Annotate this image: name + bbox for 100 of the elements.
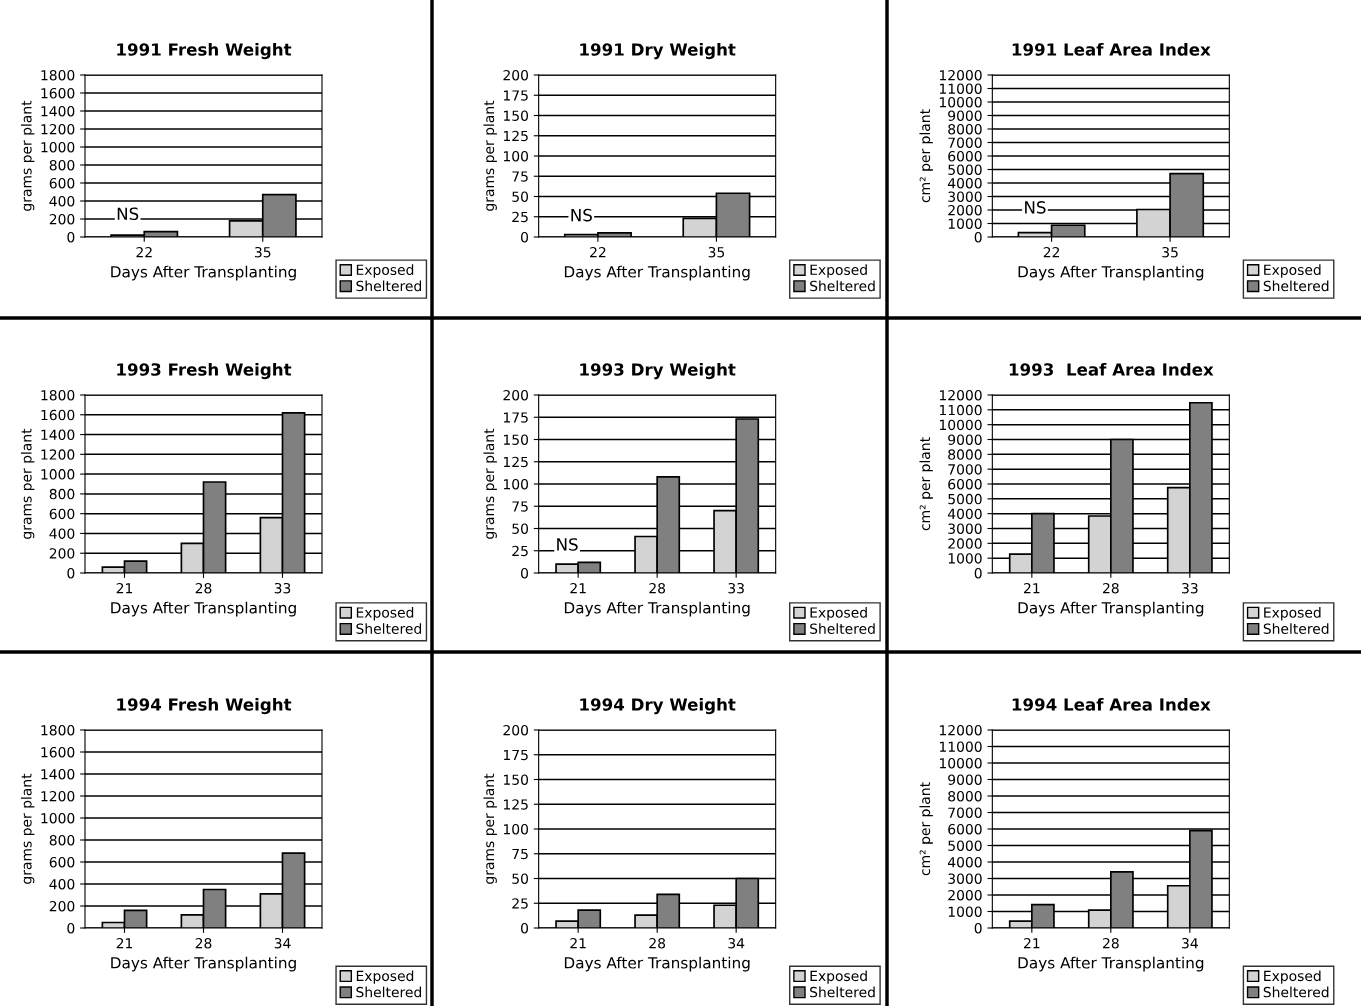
y-tick-label: 800: [49, 834, 75, 846]
y-tick-label: 150: [503, 434, 529, 445]
y-tick-label: 2000: [948, 538, 982, 549]
y-tick-label: 200: [503, 69, 529, 81]
y-tick-label: 200: [49, 213, 75, 225]
y-axis-title: cm² per plant: [919, 109, 933, 203]
legend-label: Sheltered: [356, 280, 422, 292]
legend-label: Sheltered: [810, 623, 875, 634]
x-tick-label: 28: [1103, 582, 1119, 594]
y-tick-label: 50: [512, 191, 529, 202]
annotation: NS: [117, 207, 139, 221]
x-axis-title: Days After Transplanting: [1018, 601, 1204, 617]
legend-label: Exposed: [1264, 606, 1321, 621]
y-axis-title: grams per plant: [483, 100, 497, 211]
y-tick-label: 600: [49, 508, 75, 520]
y-tick-label: 2000: [948, 889, 982, 901]
legend-label: Exposed: [1264, 970, 1321, 984]
y-tick-label: 1800: [41, 724, 75, 736]
x-tick-label: 28: [1103, 937, 1119, 949]
y-tick-label: 125: [503, 130, 528, 142]
y-tick-label: 11000: [939, 404, 982, 416]
x-axis-title: Days After Transplanting: [111, 265, 296, 281]
legend-label: Sheltered: [810, 986, 875, 998]
y-tick-label: 10000: [939, 757, 982, 769]
x-tick-label: 22: [136, 246, 152, 258]
y-tick-label: 175: [503, 90, 528, 101]
x-axis-title: Days After Transplanting: [564, 601, 750, 617]
y-tick-label: 9000: [948, 434, 982, 445]
x-tick-label: 33: [728, 582, 744, 594]
y-tick-label: 800: [49, 488, 75, 500]
legend-label: Exposed: [810, 606, 867, 621]
x-axis-title: Days After Transplanting: [111, 601, 296, 617]
y-tick-label: 0: [521, 567, 529, 579]
y-tick-label: 9000: [948, 774, 982, 785]
y-axis-title: cm² per plant: [919, 782, 933, 876]
y-tick-label: 0: [521, 231, 529, 243]
y-tick-label: 1000: [41, 141, 75, 153]
y-tick-label: 125: [503, 799, 528, 810]
y-axis-title: grams per plant: [483, 428, 497, 539]
x-tick-label: 28: [649, 582, 666, 594]
y-tick-label: 1400: [41, 105, 75, 117]
y-tick-label: 4000: [947, 508, 982, 520]
chart-title: 1991 Leaf Area Index: [1012, 42, 1211, 56]
x-tick-label: 21: [570, 937, 586, 949]
y-tick-label: 0: [67, 231, 75, 243]
y-tick-label: 1000: [41, 469, 75, 480]
legend-label: Sheltered: [810, 280, 875, 292]
y-axis-title: grams per plant: [20, 100, 35, 211]
y-tick-label: 25: [512, 545, 528, 557]
y-tick-label: 2000: [948, 204, 982, 216]
y-tick-label: 400: [49, 878, 75, 890]
y-tick-label: 0: [974, 567, 982, 579]
y-tick-label: 100: [503, 478, 529, 490]
legend-label: Sheltered: [1263, 623, 1329, 634]
y-tick-label: 12000: [939, 724, 982, 736]
y-tick-label: 150: [503, 774, 529, 785]
chart-title: 1994 Leaf Area Index: [1012, 697, 1211, 711]
legend-label: Sheltered: [1263, 986, 1329, 998]
y-tick-label: 600: [49, 856, 75, 868]
y-tick-label: 1600: [41, 87, 75, 99]
y-tick-label: 12000: [939, 69, 982, 81]
legend-label: Exposed: [356, 970, 414, 984]
legend-label: Sheltered: [356, 986, 422, 998]
y-tick-label: 3000: [948, 523, 982, 534]
legend-label: Exposed: [356, 264, 414, 278]
y-tick-label: 1000: [41, 812, 75, 824]
x-axis-title: Days After Transplanting: [1018, 265, 1204, 281]
chart-title: 1993 Dry Weight: [580, 362, 736, 380]
x-tick-label: 34: [1182, 937, 1198, 949]
y-tick-label: 75: [512, 501, 528, 512]
chart-title: 1993 Fresh Weight: [117, 362, 292, 380]
y-tick-label: 7000: [948, 464, 982, 475]
y-tick-label: 50: [512, 523, 529, 534]
x-tick-label: 35: [1162, 246, 1178, 258]
legend-label: Exposed: [1264, 264, 1321, 278]
x-tick-label: 28: [649, 937, 666, 949]
y-tick-label: 5000: [948, 840, 982, 851]
legend-label: Sheltered: [1263, 280, 1329, 292]
y-tick-label: 10000: [939, 419, 982, 431]
annotation: NS: [557, 538, 578, 551]
y-tick-label: 12000: [939, 389, 982, 401]
y-tick-label: 1400: [41, 768, 75, 780]
y-tick-label: 50: [512, 873, 529, 884]
x-tick-label: 21: [1024, 937, 1040, 949]
y-tick-label: 1200: [41, 123, 75, 135]
y-tick-label: 0: [67, 922, 75, 934]
x-tick-label: 33: [1182, 582, 1198, 594]
y-tick-label: 9000: [948, 110, 982, 121]
y-tick-label: 100: [503, 150, 529, 162]
y-tick-label: 1600: [41, 409, 75, 421]
y-tick-label: 6000: [948, 823, 982, 835]
chart-title: 1994 Dry Weight: [580, 697, 736, 715]
legend-label: Exposed: [810, 264, 867, 278]
y-tick-label: 1000: [948, 218, 982, 229]
y-tick-label: 8000: [948, 449, 982, 460]
x-tick-label: 28: [195, 937, 212, 949]
y-tick-label: 200: [49, 900, 75, 912]
y-tick-label: 3000: [948, 873, 982, 884]
y-tick-label: 100: [503, 823, 529, 835]
x-tick-label: 34: [728, 937, 745, 949]
